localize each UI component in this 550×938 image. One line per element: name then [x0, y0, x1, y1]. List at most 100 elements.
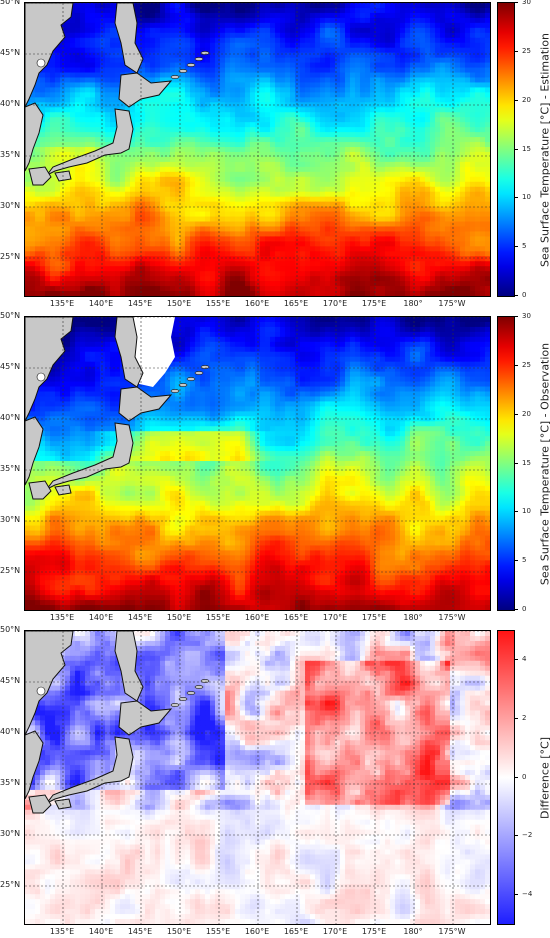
land-5 — [28, 480, 52, 500]
lon-label: 155°E — [205, 299, 231, 308]
lat-label: 30°N — [0, 829, 21, 838]
colorbar-tick-mark — [514, 893, 518, 895]
kuril-island-1 — [178, 383, 188, 387]
lat-label: 30°N — [0, 201, 21, 210]
lon-label: 150°E — [166, 299, 192, 308]
kuril-island-1 — [178, 697, 188, 701]
lat-label: 45°N — [0, 362, 21, 371]
colorbar-tick-mark — [514, 316, 518, 317]
lon-label: 170°E — [322, 927, 348, 936]
land-3 — [118, 386, 173, 422]
lon-label: 165°E — [283, 927, 309, 936]
colorbar-tick-label: 25 — [522, 360, 531, 369]
colorbar-tick-label: 0 — [522, 605, 527, 613]
colorbar-tick-label: 30 — [522, 0, 531, 6]
lon-label: 175°E — [361, 613, 387, 622]
colorbar-tick-label: 2 — [522, 713, 527, 722]
lat-label: 50°N — [0, 0, 21, 6]
lon-label: 175°W — [438, 299, 466, 308]
colorbar-tick-mark — [514, 560, 518, 562]
lon-label: 150°E — [166, 613, 192, 622]
kuril-island-2 — [186, 63, 196, 67]
lon-label: 145°E — [127, 927, 153, 936]
map-difference — [24, 630, 491, 925]
land-1 — [25, 730, 44, 800]
lat-label: 35°N — [0, 778, 21, 787]
lon-label: 150°E — [166, 927, 192, 936]
lon-label: 155°E — [205, 927, 231, 936]
panel-estimation: Sea Surface Temperature [°C] - Estimatio… — [0, 0, 550, 310]
panel-difference: Difference [°C] — [0, 628, 550, 938]
lon-label: 175°E — [361, 927, 387, 936]
land-2 — [114, 3, 144, 74]
lon-label: 180° — [403, 613, 423, 622]
difference-field — [25, 631, 490, 924]
colorbar-tick-label: 20 — [522, 409, 531, 418]
land-2 — [114, 317, 144, 388]
lat-label: 45°N — [0, 48, 21, 57]
land-4 — [46, 736, 134, 804]
colorbar-observation — [497, 316, 515, 611]
colorbar-tick-mark — [514, 50, 518, 52]
colorbar-tick-label: 25 — [522, 46, 531, 55]
kuril-island-3 — [194, 57, 204, 61]
colorbar-tick-mark — [514, 148, 518, 150]
lat-label: 35°N — [0, 150, 21, 159]
lat-label: 35°N — [0, 464, 21, 473]
island — [36, 372, 46, 382]
land-5 — [28, 166, 52, 186]
sst-field-estimation — [25, 3, 490, 296]
land-2 — [114, 631, 144, 702]
lon-label: 175°W — [438, 927, 466, 936]
lon-label: 140°E — [88, 299, 114, 308]
kuril-island-0 — [170, 703, 180, 707]
kuril-island-1 — [178, 69, 188, 73]
land-5 — [28, 794, 52, 814]
colorbar-tick-mark — [514, 295, 518, 296]
colorbar-estimation — [497, 2, 515, 297]
map-estimation — [24, 2, 491, 297]
lon-label: 165°E — [283, 613, 309, 622]
colorbar-tick-mark — [514, 659, 518, 661]
colorbar-tick-mark — [514, 776, 518, 778]
colorbar-tick-mark — [514, 609, 518, 610]
colorbar-label-estimation: Sea Surface Temperature [°C] - Estimatio… — [538, 33, 550, 267]
colorbar-tick-mark — [514, 462, 518, 464]
kuril-island-2 — [186, 691, 196, 695]
colorbar-tick-label: −2 — [522, 831, 533, 840]
colorbar-label-observation: Sea Surface Temperature [°C] - Observati… — [538, 342, 550, 586]
kuril-island-0 — [170, 75, 180, 79]
lat-label: 25°N — [0, 880, 21, 889]
map-observation — [24, 316, 491, 611]
lon-label: 175°E — [361, 299, 387, 308]
lon-label: 135°E — [49, 613, 75, 622]
lat-label: 25°N — [0, 566, 21, 575]
lat-label: 25°N — [0, 252, 21, 261]
lat-label: 30°N — [0, 515, 21, 524]
lon-label: 140°E — [88, 927, 114, 936]
land-1 — [25, 102, 44, 172]
land-4 — [46, 422, 134, 490]
lon-label: 145°E — [127, 613, 153, 622]
colorbar-tick-mark — [514, 2, 518, 3]
land-0 — [25, 631, 74, 736]
lat-label: 50°N — [0, 311, 21, 320]
land-0 — [25, 317, 74, 422]
land-3 — [118, 72, 173, 108]
colorbar-tick-label: 10 — [522, 193, 531, 202]
colorbar-tick-label: 10 — [522, 507, 531, 516]
colorbar-tick-label: 5 — [522, 556, 527, 565]
lat-label: 40°N — [0, 413, 21, 422]
lon-label: 155°E — [205, 613, 231, 622]
colorbar-tick-mark — [514, 511, 518, 513]
colorbar-tick-mark — [514, 717, 518, 719]
lon-label: 140°E — [88, 613, 114, 622]
colorbar-tick-label: 0 — [522, 291, 527, 299]
kuril-island-3 — [194, 371, 204, 375]
kuril-island-3 — [194, 685, 204, 689]
lat-label: 40°N — [0, 99, 21, 108]
lon-label: 135°E — [49, 299, 75, 308]
lon-label: 175°W — [438, 613, 466, 622]
land-1 — [25, 416, 44, 486]
colorbar-tick-label: 20 — [522, 95, 531, 104]
